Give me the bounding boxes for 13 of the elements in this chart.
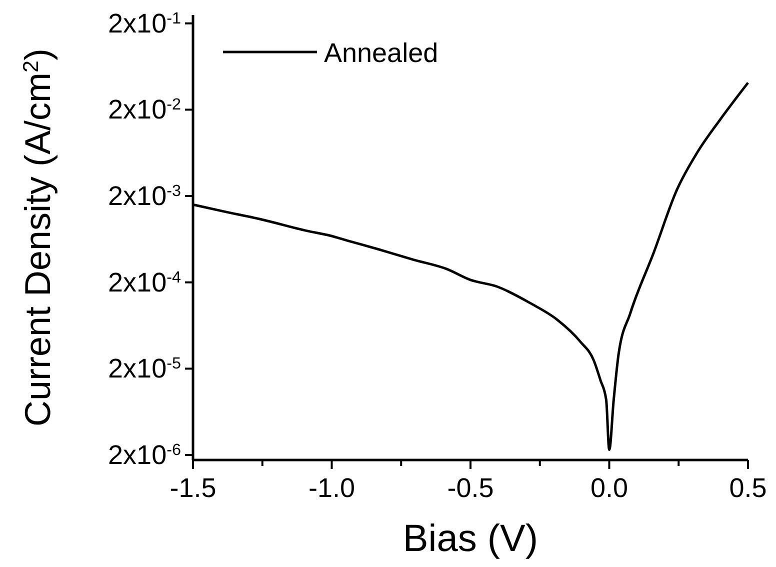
legend-label: Annealed [324,38,438,68]
x-tick-label: -0.5 [447,473,494,503]
x-tick-label: -1.0 [308,473,356,503]
y-tick-label: 2x10$^{-3}$ [108,181,181,212]
y-tick-label: 2x10$^{-1}$ [108,8,181,38]
y-tick-label: 2x10$^{-2}$ [108,94,181,125]
y-tick-label: 2x10$^{-6}$ [108,440,181,470]
x-tick-label: 0.5 [729,473,767,503]
x-tick-label: 0.0 [590,473,628,503]
y-tick-label: 2x10$^{-4}$ [108,267,181,298]
x-axis-title: Bias (V) [402,518,538,560]
y-tick-label: 2x10$^{-5}$ [108,354,181,384]
x-tick-label: -1.5 [170,473,216,503]
